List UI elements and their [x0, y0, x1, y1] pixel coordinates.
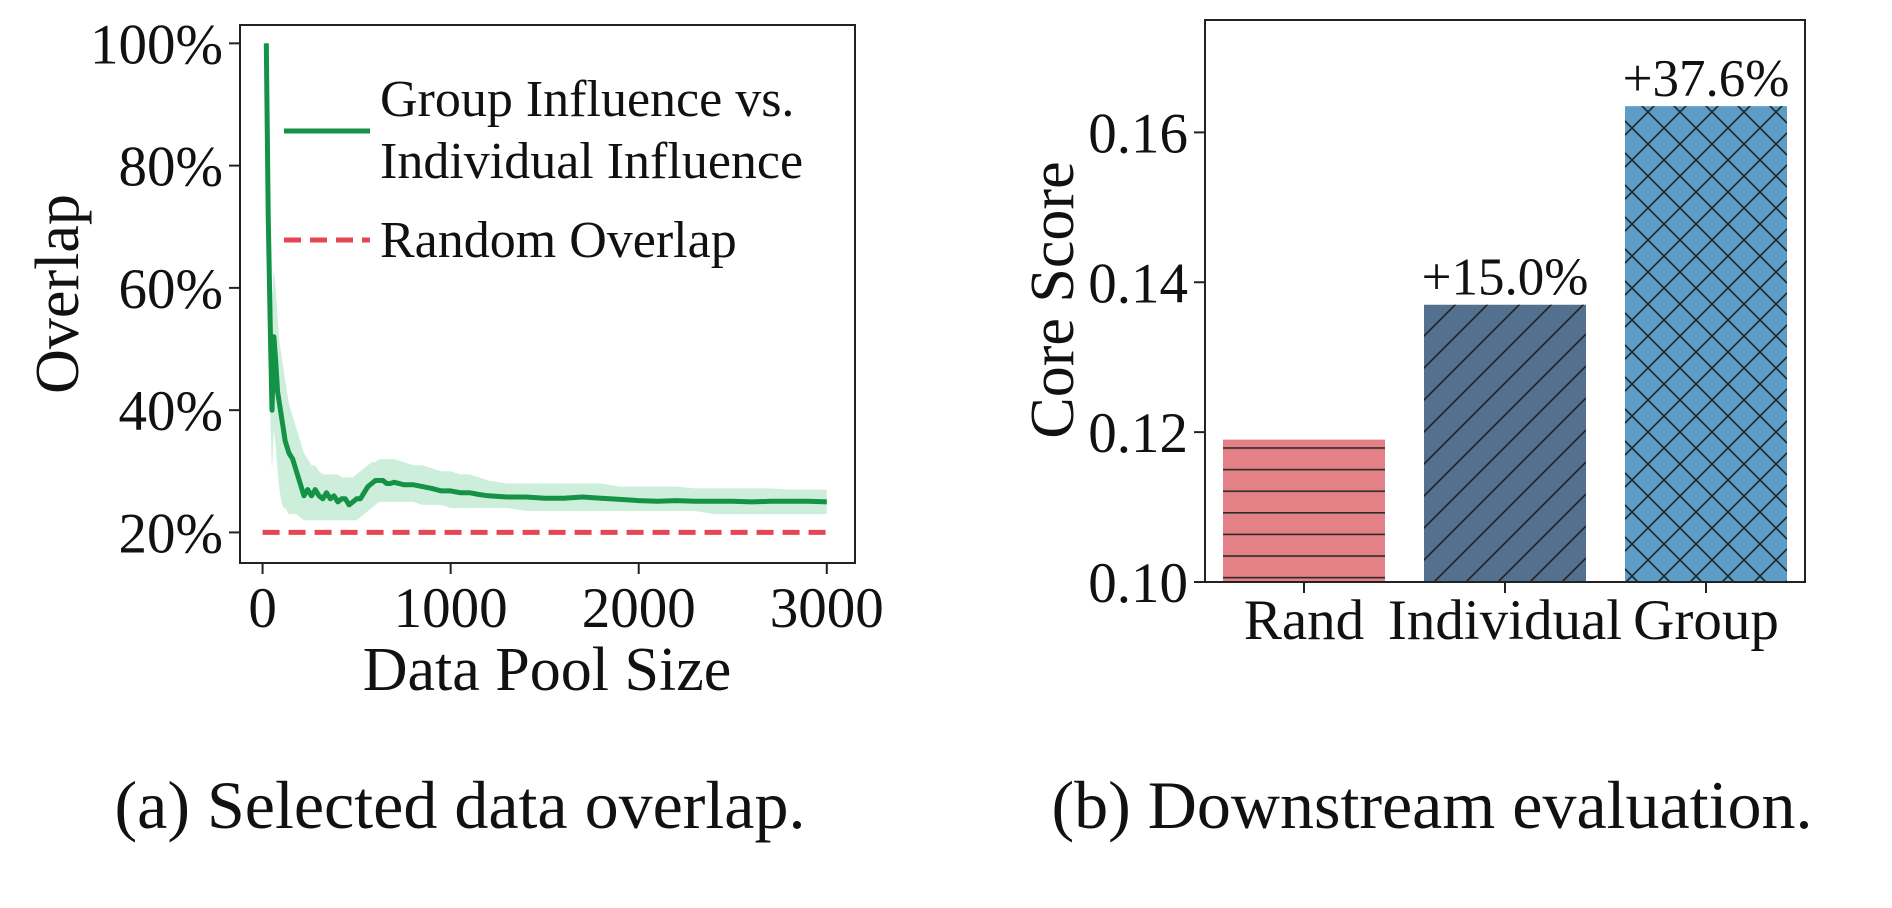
a-caption: (a) Selected data overlap.: [115, 767, 806, 843]
b-caption: (b) Downstream evaluation.: [1052, 767, 1813, 843]
a-y-ticks: 20% 40% 60% 80% 100%: [90, 13, 240, 565]
a-x-tick-label: 2000: [582, 577, 696, 640]
a-x-tick-label: 0: [248, 577, 277, 640]
a-y-tick-label: 80%: [119, 136, 223, 199]
a-y-tick-label: 60%: [119, 258, 223, 321]
b-x-ticks: Rand Individual Group: [1244, 582, 1779, 652]
a-y-axis-label: Overlap: [24, 194, 92, 394]
a-y-tick-label: 40%: [119, 380, 223, 443]
a-plot-frame: [239, 24, 856, 564]
a-series-group-line: [263, 43, 827, 508]
overlap-line-chart: 0 1000 2000 3000 20% 40% 60% 80% 100% Data Pool…: [24, 13, 884, 843]
b-bars: [1223, 106, 1787, 582]
a-legend-label-group-line2: Individual Influence: [380, 133, 803, 190]
b-y-ticks: 0.10 0.12 0.14 0.16: [1088, 102, 1205, 615]
b-y-tick-label: 0.14: [1088, 252, 1188, 315]
b-y-tick-label: 0.12: [1088, 402, 1188, 465]
b-value-label-individual: +15.0%: [1422, 249, 1589, 307]
b-bar-hatch-individual: [1424, 304, 1586, 582]
b-bar-hatch-group: [1625, 106, 1787, 582]
b-y-tick-label: 0.10: [1088, 552, 1188, 615]
b-x-tick-label: Group: [1633, 589, 1779, 652]
a-lines-layer: [262, 43, 827, 535]
b-x-tick-label: Rand: [1244, 589, 1364, 652]
b-value-labels: +15.0% +37.6%: [1422, 50, 1790, 307]
a-x-tick-label: 1000: [394, 577, 508, 640]
b-x-tick-label: Individual: [1388, 589, 1622, 652]
core-score-bar-chart: 0.10 0.12 0.14 0.16 Rand Individual Group +15…: [1019, 19, 1813, 843]
a-legend-label-group: Group Influence vs. Individual Influence: [380, 71, 807, 190]
a-x-axis-label: Data Pool Size: [363, 636, 732, 704]
b-bar-hatch-rand: [1223, 439, 1385, 582]
a-x-tick-label: 3000: [770, 577, 884, 640]
b-value-label-group: +37.6%: [1623, 50, 1790, 108]
b-y-axis-label: Core Score: [1019, 161, 1087, 438]
a-y-tick-label: 20%: [119, 502, 223, 565]
a-y-tick-label: 100%: [90, 13, 223, 76]
a-legend: Group Influence vs. Individual Influence…: [284, 71, 807, 269]
a-legend-label-group-line1: Group Influence vs.: [380, 71, 794, 128]
a-x-ticks: 0 1000 2000 3000: [248, 563, 884, 640]
a-legend-label-random: Random Overlap: [380, 212, 737, 269]
b-y-tick-label: 0.16: [1088, 102, 1188, 165]
